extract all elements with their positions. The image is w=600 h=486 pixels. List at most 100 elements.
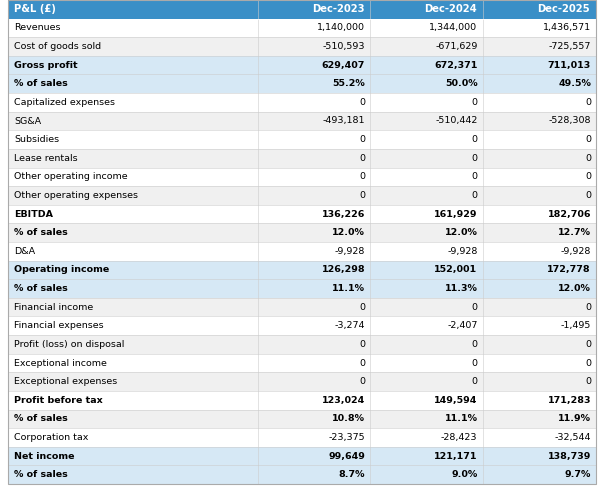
Text: 152,001: 152,001 bbox=[434, 265, 478, 275]
Text: 171,283: 171,283 bbox=[548, 396, 591, 405]
Bar bbox=[8, 0, 258, 18]
Bar bbox=[8, 18, 596, 37]
Text: 49.5%: 49.5% bbox=[558, 79, 591, 88]
Bar bbox=[8, 298, 596, 316]
Text: 161,929: 161,929 bbox=[434, 209, 478, 219]
Text: 0: 0 bbox=[359, 98, 365, 107]
Text: -2,407: -2,407 bbox=[447, 321, 478, 330]
Text: 0: 0 bbox=[472, 359, 478, 367]
Text: 11.9%: 11.9% bbox=[558, 415, 591, 423]
Text: 0: 0 bbox=[585, 98, 591, 107]
Text: Operating income: Operating income bbox=[14, 265, 109, 275]
Text: 182,706: 182,706 bbox=[548, 209, 591, 219]
Text: Cost of goods sold: Cost of goods sold bbox=[14, 42, 101, 51]
Text: Profit before tax: Profit before tax bbox=[14, 396, 103, 405]
Text: 9.0%: 9.0% bbox=[451, 470, 478, 479]
Bar bbox=[8, 205, 596, 224]
Text: Net income: Net income bbox=[14, 451, 74, 461]
Text: Dec-2025: Dec-2025 bbox=[538, 4, 590, 14]
Text: SG&A: SG&A bbox=[14, 117, 41, 125]
Bar bbox=[258, 0, 370, 18]
Bar bbox=[370, 0, 482, 18]
Text: 0: 0 bbox=[359, 303, 365, 312]
Text: Lease rentals: Lease rentals bbox=[14, 154, 77, 163]
Text: 0: 0 bbox=[585, 340, 591, 349]
Bar bbox=[8, 279, 596, 298]
Bar bbox=[8, 168, 596, 186]
Text: Capitalized expenses: Capitalized expenses bbox=[14, 98, 115, 107]
Bar bbox=[8, 260, 596, 279]
Text: 12.0%: 12.0% bbox=[558, 284, 591, 293]
Text: 0: 0 bbox=[585, 191, 591, 200]
Text: 12.0%: 12.0% bbox=[445, 228, 478, 237]
Text: Profit (loss) on disposal: Profit (loss) on disposal bbox=[14, 340, 124, 349]
Text: -3,274: -3,274 bbox=[335, 321, 365, 330]
Text: 0: 0 bbox=[359, 135, 365, 144]
Bar bbox=[8, 130, 596, 149]
Text: Financial expenses: Financial expenses bbox=[14, 321, 104, 330]
Text: Revenues: Revenues bbox=[14, 23, 61, 33]
Text: 0: 0 bbox=[472, 98, 478, 107]
Text: Other operating income: Other operating income bbox=[14, 173, 128, 181]
Bar bbox=[8, 428, 596, 447]
Bar bbox=[8, 316, 596, 335]
Text: 1,140,000: 1,140,000 bbox=[317, 23, 365, 33]
Text: 0: 0 bbox=[359, 191, 365, 200]
Text: 126,298: 126,298 bbox=[322, 265, 365, 275]
Text: 672,371: 672,371 bbox=[434, 61, 478, 69]
Text: EBITDA: EBITDA bbox=[14, 209, 53, 219]
Text: 0: 0 bbox=[585, 359, 591, 367]
Text: % of sales: % of sales bbox=[14, 79, 68, 88]
Bar bbox=[8, 224, 596, 242]
Text: -9,928: -9,928 bbox=[560, 247, 591, 256]
Text: Dec-2023: Dec-2023 bbox=[312, 4, 364, 14]
Text: Corporation tax: Corporation tax bbox=[14, 433, 88, 442]
Text: D&A: D&A bbox=[14, 247, 35, 256]
Bar bbox=[8, 149, 596, 168]
Bar bbox=[8, 93, 596, 112]
Text: 0: 0 bbox=[472, 191, 478, 200]
Text: 0: 0 bbox=[359, 154, 365, 163]
Text: 0: 0 bbox=[585, 154, 591, 163]
Text: 11.1%: 11.1% bbox=[445, 415, 478, 423]
Bar bbox=[8, 354, 596, 372]
Text: P&L (£): P&L (£) bbox=[14, 4, 56, 14]
Bar bbox=[8, 37, 596, 56]
Text: % of sales: % of sales bbox=[14, 228, 68, 237]
Text: -671,629: -671,629 bbox=[435, 42, 478, 51]
Text: 0: 0 bbox=[472, 135, 478, 144]
Text: % of sales: % of sales bbox=[14, 470, 68, 479]
Text: 0: 0 bbox=[472, 154, 478, 163]
Text: 629,407: 629,407 bbox=[322, 61, 365, 69]
Text: 138,739: 138,739 bbox=[548, 451, 591, 461]
Bar bbox=[8, 56, 596, 74]
Text: Dec-2024: Dec-2024 bbox=[424, 4, 476, 14]
Bar bbox=[8, 74, 596, 93]
Bar bbox=[8, 335, 596, 354]
Bar bbox=[8, 391, 596, 410]
Text: 1,344,000: 1,344,000 bbox=[430, 23, 478, 33]
Text: 12.7%: 12.7% bbox=[558, 228, 591, 237]
Text: Gross profit: Gross profit bbox=[14, 61, 77, 69]
Bar bbox=[8, 447, 596, 466]
Text: 0: 0 bbox=[359, 377, 365, 386]
Text: -1,495: -1,495 bbox=[560, 321, 591, 330]
Bar bbox=[8, 112, 596, 130]
Text: Exceptional income: Exceptional income bbox=[14, 359, 107, 367]
Text: 11.3%: 11.3% bbox=[445, 284, 478, 293]
Bar bbox=[8, 372, 596, 391]
Text: 123,024: 123,024 bbox=[322, 396, 365, 405]
Text: 0: 0 bbox=[472, 377, 478, 386]
Text: 50.0%: 50.0% bbox=[445, 79, 478, 88]
Text: 711,013: 711,013 bbox=[548, 61, 591, 69]
Text: 11.1%: 11.1% bbox=[332, 284, 365, 293]
Text: -28,423: -28,423 bbox=[441, 433, 478, 442]
Bar bbox=[8, 466, 596, 484]
Text: -725,557: -725,557 bbox=[548, 42, 591, 51]
Text: 0: 0 bbox=[472, 340, 478, 349]
Text: 0: 0 bbox=[472, 173, 478, 181]
Text: Other operating expenses: Other operating expenses bbox=[14, 191, 138, 200]
Bar bbox=[8, 410, 596, 428]
Text: 0: 0 bbox=[585, 135, 591, 144]
Text: -493,181: -493,181 bbox=[323, 117, 365, 125]
